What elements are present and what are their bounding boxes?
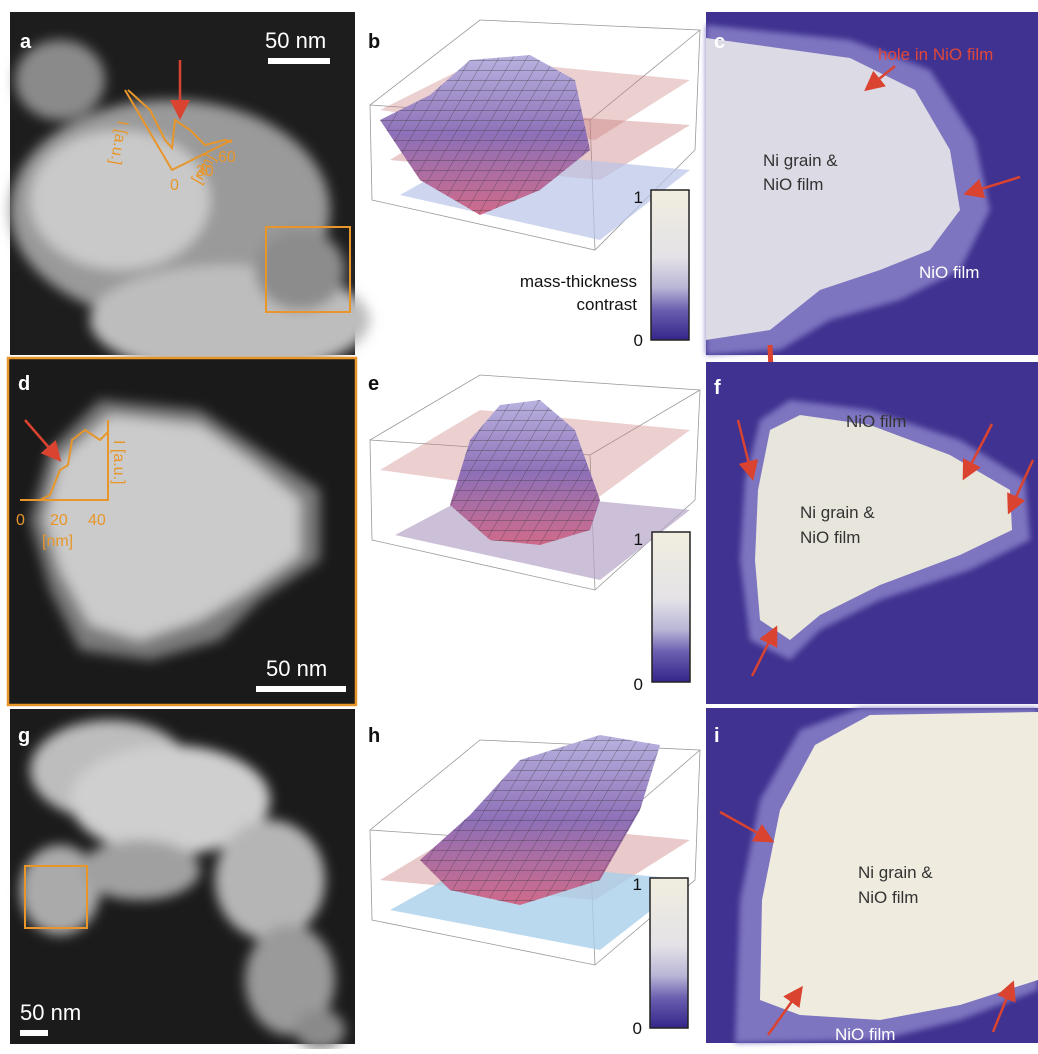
colorbar-min: 0	[633, 1019, 642, 1038]
annotation: NiO film	[835, 1025, 895, 1044]
annotation: Ni grain &	[800, 503, 875, 522]
scale-bar	[256, 686, 346, 692]
panel-c: c hole in NiO film Ni grain & NiO film N…	[706, 12, 1038, 355]
scale-bar	[20, 1030, 48, 1036]
shape	[215, 820, 325, 940]
profile-y-label: I [a.u.]	[110, 440, 127, 484]
panel-label: c	[714, 31, 725, 53]
annotation: NiO film	[800, 528, 860, 547]
panel-label: i	[714, 725, 720, 747]
panel-d: d I [a.u.] 0 20 40 [nm] 50 nm	[8, 358, 356, 705]
colorbar	[650, 878, 688, 1028]
colorbar-title: mass-thickness	[520, 272, 637, 291]
shape	[295, 1010, 345, 1049]
panel-label: d	[18, 373, 30, 395]
panel-label: g	[18, 725, 30, 747]
profile-tick: 20	[50, 512, 68, 529]
annotation: hole in NiO film	[878, 45, 993, 64]
panel-label: h	[368, 725, 380, 747]
scale-bar-label: 50 nm	[265, 28, 326, 53]
profile-tick: 0	[170, 177, 179, 194]
panel-label: f	[714, 377, 721, 399]
shape	[255, 230, 345, 310]
panel-e: e 1 0	[368, 373, 700, 694]
colorbar-title: contrast	[577, 295, 638, 314]
shape	[80, 840, 200, 900]
annotation: NiO film	[846, 412, 906, 431]
scale-bar-label: 50 nm	[266, 656, 327, 681]
panel-label: a	[20, 31, 32, 53]
colorbar-max: 1	[634, 188, 643, 207]
colorbar-max: 1	[634, 530, 643, 549]
profile-x-label: [nm]	[42, 533, 73, 550]
profile-tick: 40	[88, 512, 106, 529]
panel-a: a 50 nm I [a.u.] 0 30 60 [nm]	[10, 12, 370, 375]
colorbar	[652, 532, 690, 682]
colorbar	[651, 190, 689, 340]
annotation: Ni grain &	[858, 863, 933, 882]
figure: a 50 nm I [a.u.] 0 30 60 [nm] b 1 0 mass…	[0, 0, 1038, 1049]
colorbar-min: 0	[634, 675, 643, 694]
annotation: NiO film	[919, 263, 979, 282]
panel-f: f NiO film Ni grain & NiO film	[706, 362, 1038, 704]
panel-i: i Ni grain & NiO film NiO film	[706, 708, 1038, 1044]
scale-bar-label: 50 nm	[20, 1000, 81, 1025]
scale-bar	[268, 58, 330, 64]
colorbar-min: 0	[634, 331, 643, 350]
panel-label: e	[368, 373, 379, 395]
profile-tick: 0	[16, 512, 25, 529]
colorbar-max: 1	[633, 875, 642, 894]
panel-g: g 50 nm	[10, 709, 355, 1049]
annotation: NiO film	[763, 175, 823, 194]
annotation: NiO film	[858, 888, 918, 907]
panel-b: b 1 0 mass-thickness contrast	[368, 20, 700, 350]
profile-tick: 60	[218, 149, 236, 166]
panel-label: b	[368, 31, 380, 53]
annotation: Ni grain &	[763, 151, 838, 170]
panel-h: h 1 0	[368, 725, 700, 1038]
